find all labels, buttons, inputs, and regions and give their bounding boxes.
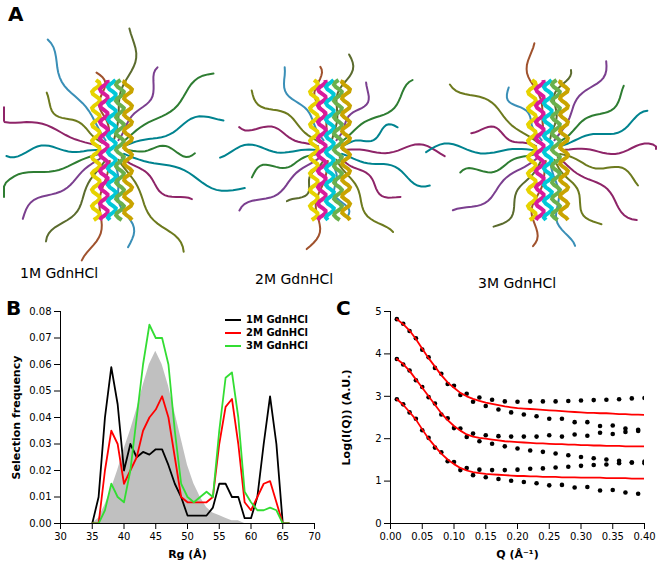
svg-text:0.35: 0.35 bbox=[602, 531, 624, 542]
html-text:A: A bbox=[8, 2, 24, 26]
svg-text:5: 5 bbox=[375, 306, 381, 317]
svg-text:35: 35 bbox=[86, 531, 99, 542]
svg-text:Selection frequency: Selection frequency bbox=[10, 356, 23, 480]
svg-text:45: 45 bbox=[149, 531, 162, 542]
html-text:B: B bbox=[6, 296, 22, 320]
svg-text:Log(I(Q)) (A.U.): Log(I(Q)) (A.U.) bbox=[340, 370, 353, 466]
html-text:3M GdnHCl: 3M GdnHCl bbox=[246, 340, 308, 351]
svg-text:0.20: 0.20 bbox=[506, 531, 528, 542]
html-text:C: C bbox=[336, 296, 351, 320]
svg-text:0.25: 0.25 bbox=[538, 531, 560, 542]
html-text:2M GdnHCl: 2M GdnHCl bbox=[246, 327, 308, 338]
svg-text:0.04: 0.04 bbox=[29, 412, 51, 423]
html-text:1M GdnHCl: 1M GdnHCl bbox=[246, 314, 308, 325]
svg-text:Q (Å⁻¹): Q (Å⁻¹) bbox=[496, 548, 538, 561]
svg-text:0.01: 0.01 bbox=[29, 491, 51, 502]
svg-text:0.05: 0.05 bbox=[411, 531, 433, 542]
svg-text:1: 1 bbox=[375, 475, 381, 486]
svg-text:40: 40 bbox=[118, 531, 131, 542]
svg-text:0.05: 0.05 bbox=[29, 385, 51, 396]
svg-text:0.00: 0.00 bbox=[29, 518, 51, 529]
svg-text:0.30: 0.30 bbox=[570, 531, 592, 542]
svg-text:55: 55 bbox=[213, 531, 226, 542]
svg-text:0.10: 0.10 bbox=[443, 531, 465, 542]
svg-text:70: 70 bbox=[308, 531, 321, 542]
svg-text:3M GdnHCl: 3M GdnHCl bbox=[478, 275, 556, 291]
svg-text:0.02: 0.02 bbox=[29, 465, 51, 476]
svg-text:0.00: 0.00 bbox=[379, 531, 401, 542]
svg-text:0.03: 0.03 bbox=[29, 438, 51, 449]
svg-text:3: 3 bbox=[375, 391, 381, 402]
svg-text:0: 0 bbox=[375, 518, 381, 529]
svg-text:60: 60 bbox=[245, 531, 258, 542]
svg-text:50: 50 bbox=[181, 531, 194, 542]
svg-text:4: 4 bbox=[375, 348, 381, 359]
svg-text:0.15: 0.15 bbox=[475, 531, 497, 542]
svg-text:Rg (Å): Rg (Å) bbox=[168, 548, 207, 561]
svg-text:1M GdnHCl: 1M GdnHCl bbox=[20, 265, 98, 281]
svg-text:65: 65 bbox=[276, 531, 289, 542]
svg-text:0.40: 0.40 bbox=[633, 531, 655, 542]
svg-text:2: 2 bbox=[375, 433, 381, 444]
svg-text:0.07: 0.07 bbox=[29, 332, 51, 343]
svg-text:2M GdnHCl: 2M GdnHCl bbox=[255, 271, 333, 287]
svg-text:0.06: 0.06 bbox=[29, 359, 51, 370]
svg-text:30: 30 bbox=[54, 531, 67, 542]
svg-text:0.08: 0.08 bbox=[29, 306, 51, 317]
